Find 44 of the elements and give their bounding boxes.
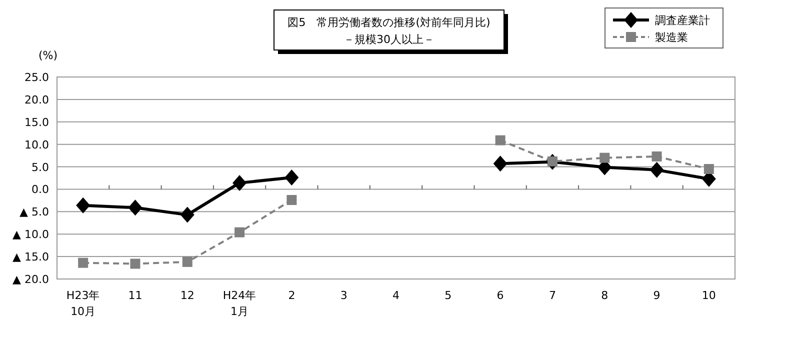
y-tick-label: 0.0 <box>32 183 49 196</box>
x-tick-label: 6 <box>496 289 504 302</box>
point <box>234 227 245 238</box>
x-tick-label: H24年 1月 <box>222 289 256 318</box>
point <box>232 174 247 191</box>
chart-title: 図5 常用労働者数の推移(対前年同月比) <box>288 16 490 29</box>
y-tick-label: 10.0 <box>24 138 49 152</box>
x-tick-label: 9 <box>653 289 660 302</box>
point <box>182 256 192 267</box>
y-tick-label: ▲ 5.0 <box>20 206 49 219</box>
y-tick-label: 15.0 <box>24 116 49 129</box>
x-tick-label: 4 <box>392 289 400 302</box>
point <box>128 200 142 216</box>
point <box>495 135 506 146</box>
point <box>600 152 610 163</box>
point <box>130 258 140 269</box>
legend-label: 製造業 <box>655 31 688 44</box>
x-tick-label: 3 <box>340 289 348 302</box>
y-tick-label: 20.0 <box>24 93 49 106</box>
x-tick-label: H23年 10月 <box>66 289 100 318</box>
point <box>650 162 664 178</box>
x-tick-label: 10 <box>702 289 716 302</box>
x-tick-label: 12 <box>180 289 194 302</box>
legend-label: 調査産業計 <box>655 14 710 27</box>
x-tick-label: 7 <box>548 289 556 302</box>
x-tick-label: 8 <box>601 289 608 302</box>
point <box>493 156 508 172</box>
y-tick-label: ▲ 10.0 <box>12 228 49 242</box>
point <box>284 170 299 186</box>
x-tick-label: 2 <box>288 289 296 302</box>
point <box>78 258 88 268</box>
y-tick-label: 5.0 <box>32 160 49 174</box>
y-tick-label: ▲ 20.0 <box>12 273 49 286</box>
point <box>652 151 662 162</box>
y-tick-label: 25.0 <box>24 71 49 84</box>
x-tick-label: 11 <box>128 289 142 302</box>
chart-subtitle: －規模30人以上－ <box>344 33 434 46</box>
point <box>286 194 297 205</box>
x-tick-label: 5 <box>444 289 452 302</box>
point <box>76 197 90 214</box>
y-tick-label: ▲ 15.0 <box>12 250 49 264</box>
point <box>180 206 194 223</box>
y-axis-title: (%) <box>38 49 58 62</box>
point <box>704 164 714 174</box>
